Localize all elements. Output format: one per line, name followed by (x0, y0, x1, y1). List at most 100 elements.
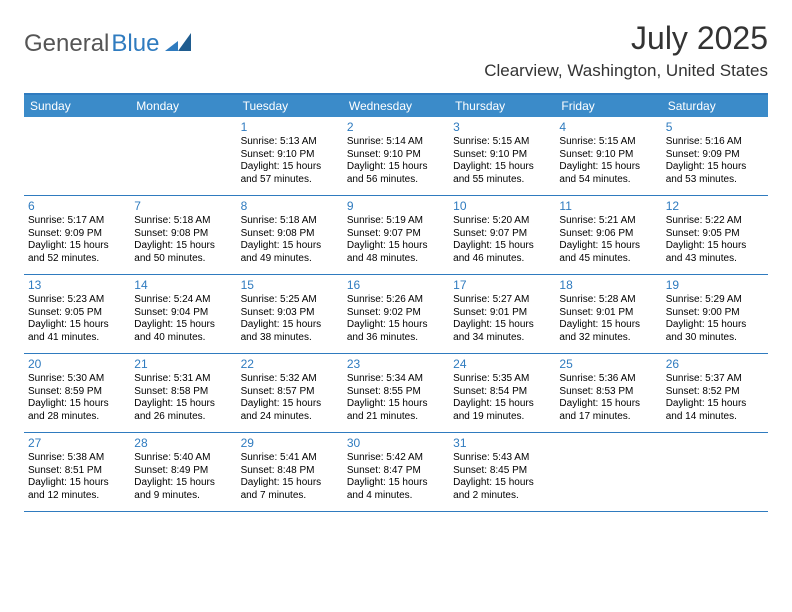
info-line: and 57 minutes. (241, 174, 339, 187)
day-number: 14 (134, 278, 232, 292)
day-info: Sunrise: 5:32 AMSunset: 8:57 PMDaylight:… (241, 373, 339, 423)
info-line: and 45 minutes. (559, 253, 657, 266)
day-number: 4 (559, 120, 657, 134)
dayhead: Tuesday (237, 95, 343, 117)
info-line: and 14 minutes. (666, 411, 764, 424)
info-line: and 28 minutes. (28, 411, 126, 424)
day-number: 27 (28, 436, 126, 450)
day-cell: 25Sunrise: 5:36 AMSunset: 8:53 PMDayligh… (555, 354, 661, 432)
day-info: Sunrise: 5:29 AMSunset: 9:00 PMDaylight:… (666, 294, 764, 344)
day-cell: 17Sunrise: 5:27 AMSunset: 9:01 PMDayligh… (449, 275, 555, 353)
day-cell: 3Sunrise: 5:15 AMSunset: 9:10 PMDaylight… (449, 117, 555, 195)
info-line: Daylight: 15 hours (241, 161, 339, 174)
day-info: Sunrise: 5:22 AMSunset: 9:05 PMDaylight:… (666, 215, 764, 265)
day-number: 1 (241, 120, 339, 134)
info-line: Sunrise: 5:28 AM (559, 294, 657, 307)
info-line: Sunset: 9:01 PM (453, 307, 551, 320)
day-number: 23 (347, 357, 445, 371)
day-cell: 9Sunrise: 5:19 AMSunset: 9:07 PMDaylight… (343, 196, 449, 274)
info-line: Daylight: 15 hours (134, 477, 232, 490)
day-cell: 13Sunrise: 5:23 AMSunset: 9:05 PMDayligh… (24, 275, 130, 353)
info-line: and 32 minutes. (559, 332, 657, 345)
info-line: Sunrise: 5:20 AM (453, 215, 551, 228)
day-number: 3 (453, 120, 551, 134)
info-line: and 26 minutes. (134, 411, 232, 424)
day-cell: 1 Sunrise: 5:13 AMSunset: 9:10 PMDaylight… (237, 117, 343, 195)
day-info: Sunrise: 5:26 AMSunset: 9:02 PMDaylight:… (347, 294, 445, 344)
info-line: Sunrise: 5:31 AM (134, 373, 232, 386)
info-line: Sunset: 9:09 PM (28, 228, 126, 241)
day-number: 17 (453, 278, 551, 292)
info-line: Daylight: 15 hours (559, 319, 657, 332)
info-line: Sunrise: 5:13 AM (241, 136, 339, 149)
info-line: Sunset: 9:07 PM (347, 228, 445, 241)
info-line: Daylight: 15 hours (453, 398, 551, 411)
info-line: and 43 minutes. (666, 253, 764, 266)
dayhead-row: SundayMondayTuesdayWednesdayThursdayFrid… (24, 95, 768, 117)
day-number: 24 (453, 357, 551, 371)
day-number: 20 (28, 357, 126, 371)
empty-cell (24, 117, 130, 195)
info-line: Sunset: 9:06 PM (559, 228, 657, 241)
day-number: 16 (347, 278, 445, 292)
empty-cell (555, 433, 661, 511)
day-cell: 28Sunrise: 5:40 AMSunset: 8:49 PMDayligh… (130, 433, 236, 511)
info-line: Daylight: 15 hours (241, 240, 339, 253)
day-info: Sunrise: 5:34 AMSunset: 8:55 PMDaylight:… (347, 373, 445, 423)
day-number: 15 (241, 278, 339, 292)
info-line: Daylight: 15 hours (559, 240, 657, 253)
info-line: and 54 minutes. (559, 174, 657, 187)
info-line: and 4 minutes. (347, 490, 445, 503)
info-line: Sunrise: 5:15 AM (453, 136, 551, 149)
info-line: Sunrise: 5:27 AM (453, 294, 551, 307)
dayhead: Wednesday (343, 95, 449, 117)
empty-cell (130, 117, 236, 195)
day-number: 10 (453, 199, 551, 213)
day-number: 13 (28, 278, 126, 292)
info-line: Sunrise: 5:36 AM (559, 373, 657, 386)
day-number: 21 (134, 357, 232, 371)
info-line: Sunset: 8:47 PM (347, 465, 445, 478)
info-line: Sunrise: 5:26 AM (347, 294, 445, 307)
info-line: and 50 minutes. (134, 253, 232, 266)
info-line: and 56 minutes. (347, 174, 445, 187)
info-line: Daylight: 15 hours (241, 319, 339, 332)
dayhead: Saturday (662, 95, 768, 117)
day-info: Sunrise: 5:14 AMSunset: 9:10 PMDaylight:… (347, 136, 445, 186)
info-line: Daylight: 15 hours (666, 161, 764, 174)
day-info: Sunrise: 5:16 AMSunset: 9:09 PMDaylight:… (666, 136, 764, 186)
info-line: Sunset: 9:01 PM (559, 307, 657, 320)
week-row: 27Sunrise: 5:38 AMSunset: 8:51 PMDayligh… (24, 433, 768, 512)
info-line: Sunset: 8:45 PM (453, 465, 551, 478)
day-cell: 5Sunrise: 5:16 AMSunset: 9:09 PMDaylight… (662, 117, 768, 195)
info-line: Sunset: 9:08 PM (134, 228, 232, 241)
info-line: Sunset: 8:59 PM (28, 386, 126, 399)
info-line: Sunset: 9:05 PM (666, 228, 764, 241)
day-cell: 4Sunrise: 5:15 AMSunset: 9:10 PMDaylight… (555, 117, 661, 195)
day-info: Sunrise: 5:31 AMSunset: 8:58 PMDaylight:… (134, 373, 232, 423)
info-line: Daylight: 15 hours (453, 240, 551, 253)
day-info: Sunrise: 5:20 AMSunset: 9:07 PMDaylight:… (453, 215, 551, 265)
info-line: Sunrise: 5:17 AM (28, 215, 126, 228)
info-line: and 30 minutes. (666, 332, 764, 345)
info-line: Daylight: 15 hours (134, 319, 232, 332)
day-cell: 31Sunrise: 5:43 AMSunset: 8:45 PMDayligh… (449, 433, 555, 511)
info-line: and 7 minutes. (241, 490, 339, 503)
info-line: Daylight: 15 hours (28, 240, 126, 253)
info-line: Sunset: 9:10 PM (347, 149, 445, 162)
month-title: July 2025 (484, 20, 768, 57)
info-line: and 21 minutes. (347, 411, 445, 424)
info-line: Daylight: 15 hours (347, 240, 445, 253)
day-number: 29 (241, 436, 339, 450)
week-row: 13Sunrise: 5:23 AMSunset: 9:05 PMDayligh… (24, 275, 768, 354)
day-info: Sunrise: 5:13 AMSunset: 9:10 PMDaylight:… (241, 136, 339, 186)
day-cell: 15Sunrise: 5:25 AMSunset: 9:03 PMDayligh… (237, 275, 343, 353)
info-line: and 38 minutes. (241, 332, 339, 345)
info-line: and 36 minutes. (347, 332, 445, 345)
dayhead: Monday (130, 95, 236, 117)
info-line: and 34 minutes. (453, 332, 551, 345)
day-cell: 22Sunrise: 5:32 AMSunset: 8:57 PMDayligh… (237, 354, 343, 432)
day-cell: 8Sunrise: 5:18 AMSunset: 9:08 PMDaylight… (237, 196, 343, 274)
day-cell: 14Sunrise: 5:24 AMSunset: 9:04 PMDayligh… (130, 275, 236, 353)
logo-text-1: General (24, 30, 109, 58)
